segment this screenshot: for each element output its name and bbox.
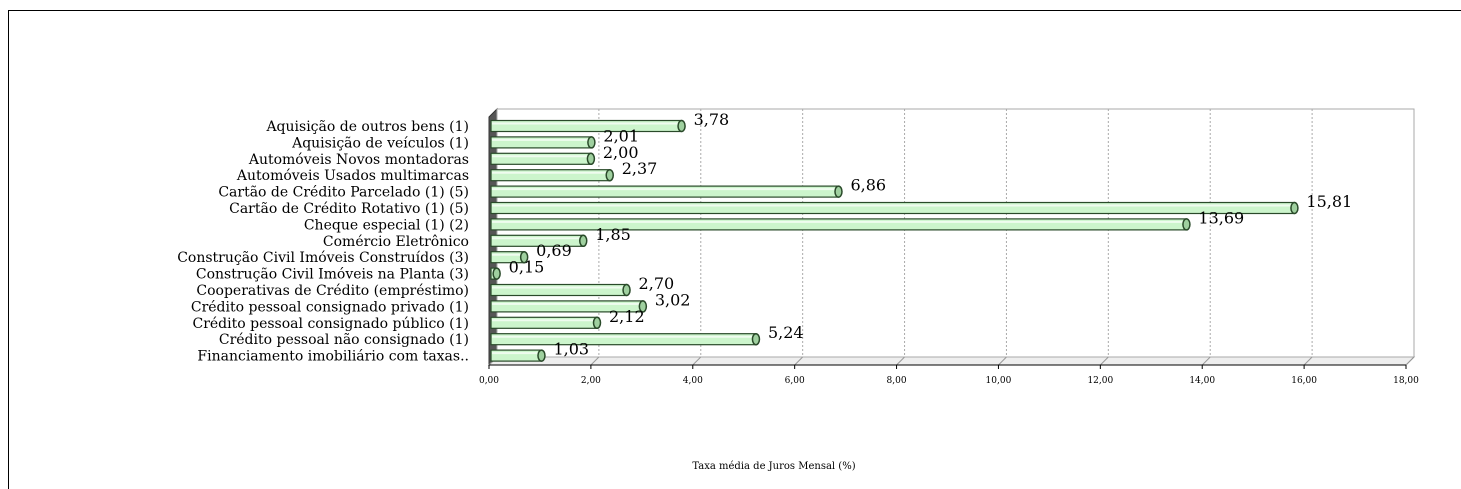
bar-body xyxy=(490,349,543,362)
value-label: 2,01 xyxy=(603,126,639,145)
bar-end-cap xyxy=(751,332,761,346)
value-label: 3,78 xyxy=(694,110,730,129)
x-tick-label: 6,00 xyxy=(785,376,805,386)
bar-end-cap xyxy=(537,349,546,362)
gridline-floor xyxy=(1099,356,1109,366)
value-label: 15,81 xyxy=(1306,192,1352,211)
category-label: Aquisição de outros bens (1) xyxy=(265,119,469,135)
bar-end-cap xyxy=(638,300,648,313)
category-label: Comércio Eletrônico xyxy=(323,234,469,250)
bar-body xyxy=(490,152,592,165)
category-label: Aquisição de veículos (1) xyxy=(291,135,469,151)
value-label: 6,86 xyxy=(850,176,886,195)
category-label: Cartão de Crédito Parcelado (1) (5) xyxy=(218,185,469,201)
bar xyxy=(490,218,1191,231)
gridline-floor xyxy=(1405,356,1415,366)
bar xyxy=(490,283,631,297)
value-label: 1,03 xyxy=(553,340,589,359)
bar-body xyxy=(490,169,611,182)
bar-body xyxy=(490,316,598,329)
x-tick-label: 10,00 xyxy=(986,376,1012,386)
bar xyxy=(490,267,501,280)
category-label: Automóveis Usados multimarcas xyxy=(236,168,469,184)
bar xyxy=(490,168,614,182)
category-label: Crédito pessoal não consignado (1) xyxy=(219,332,469,348)
category-label: Financiamento imobiliário com taxas.. xyxy=(197,349,469,365)
bar-body xyxy=(490,201,1296,215)
value-label: 13,69 xyxy=(1198,208,1244,227)
category-label: Automóveis Novos montadoras xyxy=(248,152,469,168)
bar xyxy=(490,332,761,346)
x-axis-title: Taxa média de Juros Mensal (%) xyxy=(692,461,855,472)
bar-end-cap xyxy=(1290,201,1299,215)
value-label: 2,37 xyxy=(622,159,658,178)
bar-end-cap xyxy=(605,168,614,182)
category-label: Crédito pessoal consignado público (1) xyxy=(192,316,469,332)
value-label: 2,12 xyxy=(609,307,645,326)
category-label: Cartão de Crédito Rotativo (1) (5) xyxy=(229,201,469,217)
x-tick-label: 18,00 xyxy=(1393,376,1419,386)
bar xyxy=(490,250,529,264)
bar-body xyxy=(490,333,757,346)
bars-layer xyxy=(490,119,1299,362)
bar-body xyxy=(490,119,683,133)
value-label: 1,85 xyxy=(595,225,631,244)
gridline-floor xyxy=(1201,356,1211,366)
bar xyxy=(490,185,843,198)
floor xyxy=(487,356,1416,366)
gridline-floor xyxy=(1303,356,1313,366)
value-label: 5,24 xyxy=(768,323,804,342)
gridline-floor xyxy=(692,356,702,366)
bar-end-cap xyxy=(578,234,588,248)
bar xyxy=(490,152,596,166)
category-label: Cooperativas de Crédito (empréstimo) xyxy=(196,283,469,299)
gridline-floor xyxy=(896,356,905,366)
value-label: 2,70 xyxy=(639,274,675,293)
gridline-floor xyxy=(590,356,600,366)
bar xyxy=(490,136,596,149)
x-tick-label: 0,00 xyxy=(479,376,499,386)
bar-end-cap xyxy=(587,136,596,149)
bar-body xyxy=(490,283,628,297)
value-label: 3,02 xyxy=(655,290,691,309)
bar-body xyxy=(490,185,840,198)
bar-end-cap xyxy=(492,267,501,280)
bar xyxy=(490,349,546,362)
x-tick-label: 14,00 xyxy=(1189,376,1215,386)
bar-end-cap xyxy=(1182,218,1191,231)
bar-end-cap xyxy=(677,119,686,133)
bar xyxy=(490,316,602,330)
value-label: 0,15 xyxy=(509,258,545,277)
category-label: Construção Civil Imóveis Construídos (3) xyxy=(177,250,469,266)
bar-end-cap xyxy=(834,185,843,198)
category-label: Construção Civil Imóveis na Planta (3) xyxy=(196,267,469,283)
bar-end-cap xyxy=(622,283,631,297)
bar-end-cap xyxy=(586,152,596,166)
bar xyxy=(490,300,648,313)
bar xyxy=(490,201,1299,215)
value-label: 0,69 xyxy=(536,241,572,260)
x-tick-label: 2,00 xyxy=(581,376,601,386)
labels-layer: 0,00 2,00 4,00 6,00 8,00 10,00 12,00 14,00 16,00… xyxy=(177,110,1419,386)
bar-body xyxy=(490,136,592,149)
bar-end-cap xyxy=(519,250,529,264)
gridline-floor xyxy=(794,356,804,366)
x-tick-label: 16,00 xyxy=(1291,376,1317,386)
value-label: 2,00 xyxy=(603,143,639,162)
gridline-floor xyxy=(998,356,1007,366)
category-label: Crédito pessoal consignado privado (1) xyxy=(191,299,469,315)
bar xyxy=(490,119,686,133)
x-tick-label: 8,00 xyxy=(887,376,907,386)
chart-frame xyxy=(8,10,1461,489)
x-tick-label: 12,00 xyxy=(1087,376,1113,386)
x-tick-label: 4,00 xyxy=(683,376,703,386)
bar-end-cap xyxy=(592,316,602,330)
category-label: Cheque especial (1) (2) xyxy=(304,217,469,233)
bar xyxy=(490,234,588,248)
